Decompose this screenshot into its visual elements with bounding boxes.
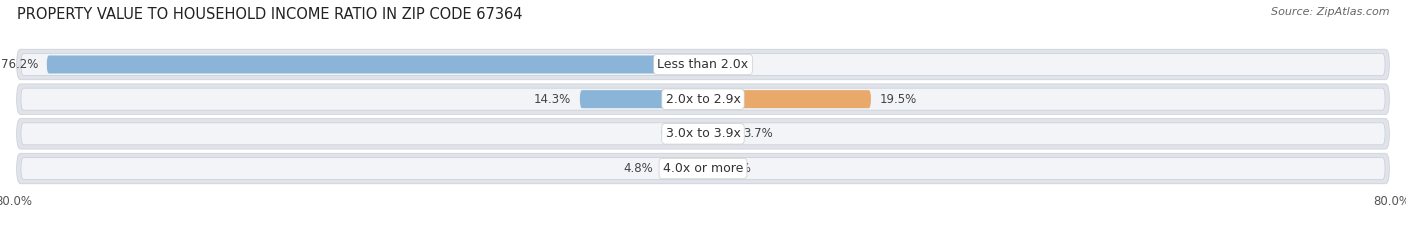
FancyBboxPatch shape bbox=[21, 88, 1385, 110]
Text: 19.5%: 19.5% bbox=[880, 93, 917, 106]
Text: 0.0%: 0.0% bbox=[661, 127, 690, 140]
FancyBboxPatch shape bbox=[703, 90, 870, 108]
FancyBboxPatch shape bbox=[21, 158, 1385, 179]
FancyBboxPatch shape bbox=[21, 54, 1385, 75]
FancyBboxPatch shape bbox=[21, 123, 1385, 145]
Text: 1.2%: 1.2% bbox=[721, 162, 752, 175]
Text: 4.8%: 4.8% bbox=[623, 162, 652, 175]
Text: Less than 2.0x: Less than 2.0x bbox=[658, 58, 748, 71]
FancyBboxPatch shape bbox=[46, 55, 703, 73]
Text: 4.0x or more: 4.0x or more bbox=[662, 162, 744, 175]
FancyBboxPatch shape bbox=[703, 160, 713, 178]
Text: 14.3%: 14.3% bbox=[534, 93, 571, 106]
FancyBboxPatch shape bbox=[17, 153, 1389, 184]
FancyBboxPatch shape bbox=[17, 49, 1389, 80]
Text: 3.7%: 3.7% bbox=[744, 127, 773, 140]
Text: 3.0x to 3.9x: 3.0x to 3.9x bbox=[665, 127, 741, 140]
Text: Source: ZipAtlas.com: Source: ZipAtlas.com bbox=[1271, 7, 1389, 17]
Text: 0.0%: 0.0% bbox=[716, 58, 745, 71]
Text: 2.0x to 2.9x: 2.0x to 2.9x bbox=[665, 93, 741, 106]
Text: 76.2%: 76.2% bbox=[1, 58, 38, 71]
FancyBboxPatch shape bbox=[17, 119, 1389, 149]
FancyBboxPatch shape bbox=[703, 125, 735, 143]
FancyBboxPatch shape bbox=[662, 160, 703, 178]
FancyBboxPatch shape bbox=[579, 90, 703, 108]
FancyBboxPatch shape bbox=[17, 84, 1389, 114]
Text: PROPERTY VALUE TO HOUSEHOLD INCOME RATIO IN ZIP CODE 67364: PROPERTY VALUE TO HOUSEHOLD INCOME RATIO… bbox=[17, 7, 523, 22]
